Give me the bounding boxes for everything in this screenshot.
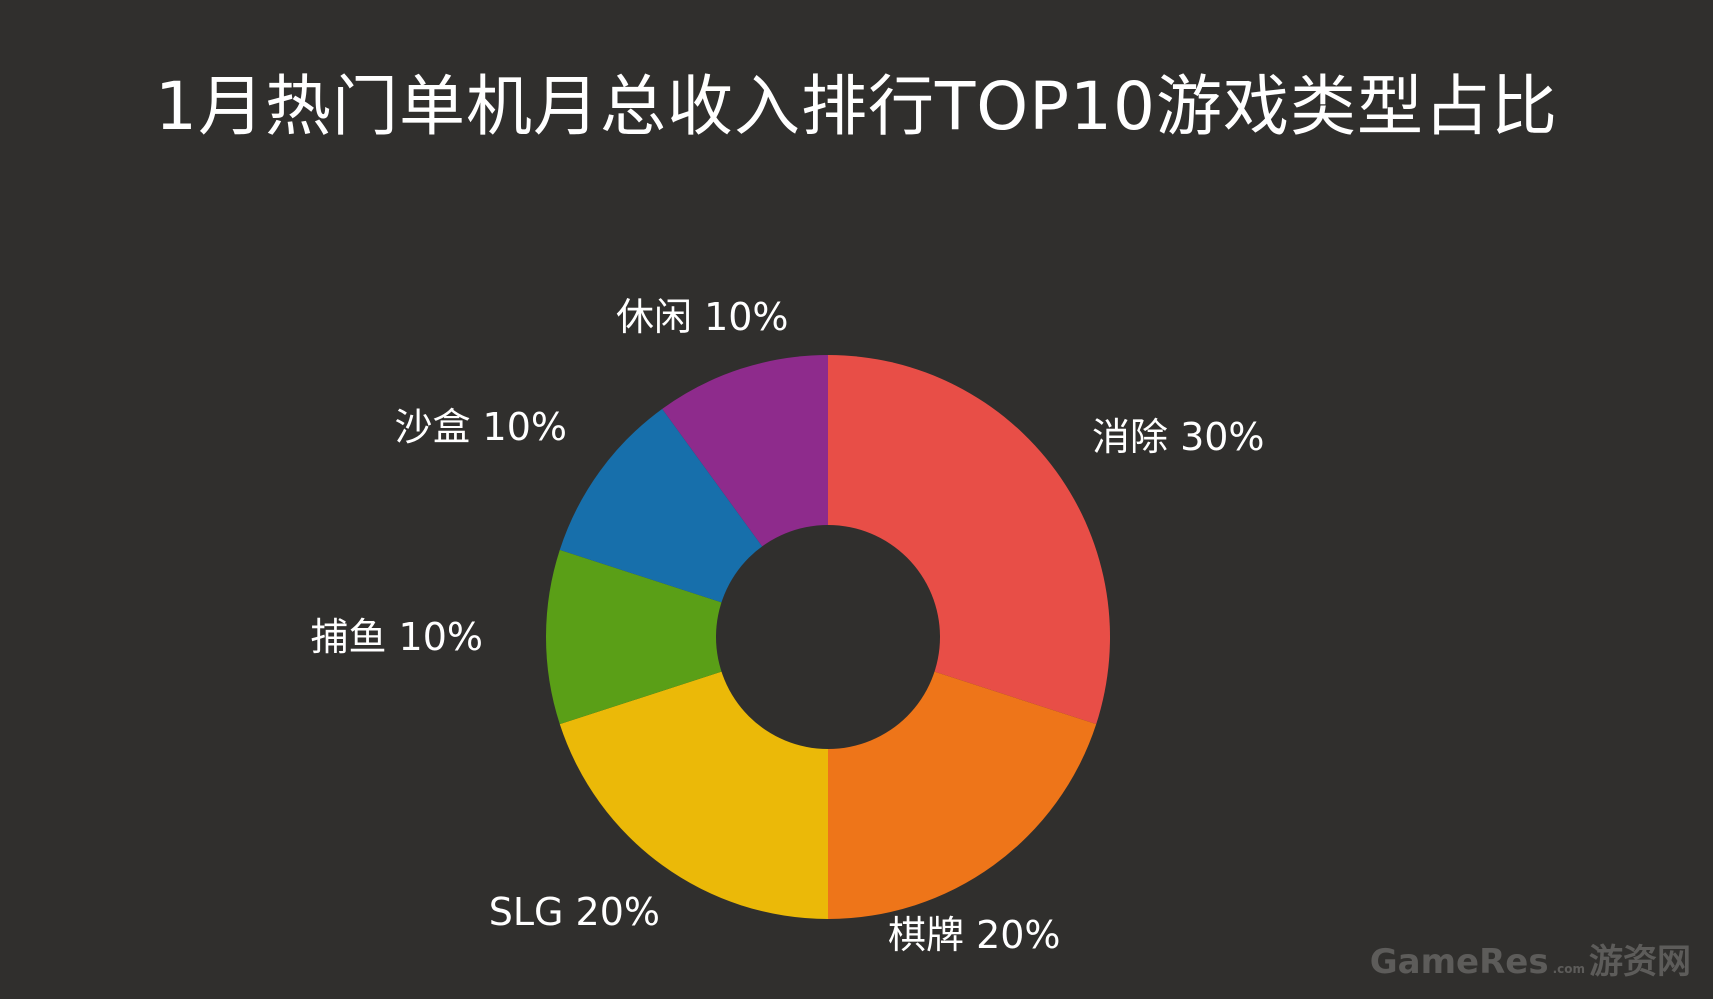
watermark-cn: 游资网	[1589, 942, 1691, 982]
slice-label-3: SLG 20%	[489, 890, 660, 934]
watermark-domain: .com	[1552, 961, 1585, 976]
slice-label-5: 沙盒 10%	[394, 405, 567, 449]
watermark-brand: GameRes	[1369, 942, 1549, 982]
slice-label-4: 捕鱼 10%	[310, 615, 483, 659]
slice-label-2: 棋牌 20%	[888, 913, 1061, 957]
slice-4	[545, 549, 828, 725]
donut-hole	[716, 525, 940, 749]
slice-label-6: 休闲 10%	[616, 295, 789, 339]
label-group: 消除 30% 棋牌 20% SLG 20% 捕鱼 10% 沙盒 10% 休闲 10%	[310, 295, 1264, 957]
watermark: GameRes .com 游资网	[1370, 934, 1691, 983]
slice-label-1: 消除 30%	[1092, 415, 1265, 459]
chart-title: 1月热门单机月总收入排行TOP10游戏类型占比	[154, 68, 1559, 145]
